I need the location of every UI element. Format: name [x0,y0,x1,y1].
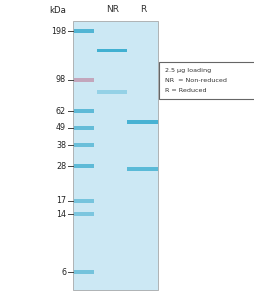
Text: 38: 38 [56,141,66,150]
FancyBboxPatch shape [159,61,254,99]
Bar [97,90,127,94]
Bar [74,212,93,216]
Text: R = Reduced: R = Reduced [165,88,206,93]
Bar [97,49,127,52]
Bar [74,78,93,82]
Bar [74,164,93,168]
Text: NR: NR [105,4,118,14]
Bar [74,110,93,113]
Text: 17: 17 [56,196,66,205]
Bar [72,21,157,290]
Text: 98: 98 [56,75,66,84]
Text: 198: 198 [51,27,66,36]
Text: NR  = Non-reduced: NR = Non-reduced [165,78,226,83]
Bar [127,167,157,171]
Bar [127,120,157,124]
Bar [74,29,93,33]
Bar [74,126,93,130]
Text: R: R [139,4,145,14]
Bar [74,271,93,274]
Text: 2.5 μg loading: 2.5 μg loading [165,68,211,73]
Text: 6: 6 [61,268,66,277]
Text: 28: 28 [56,162,66,171]
Text: kDa: kDa [49,6,66,15]
Bar [74,199,93,203]
Bar [74,143,93,147]
Text: 62: 62 [56,107,66,116]
Text: 14: 14 [56,209,66,218]
Text: 49: 49 [56,123,66,132]
